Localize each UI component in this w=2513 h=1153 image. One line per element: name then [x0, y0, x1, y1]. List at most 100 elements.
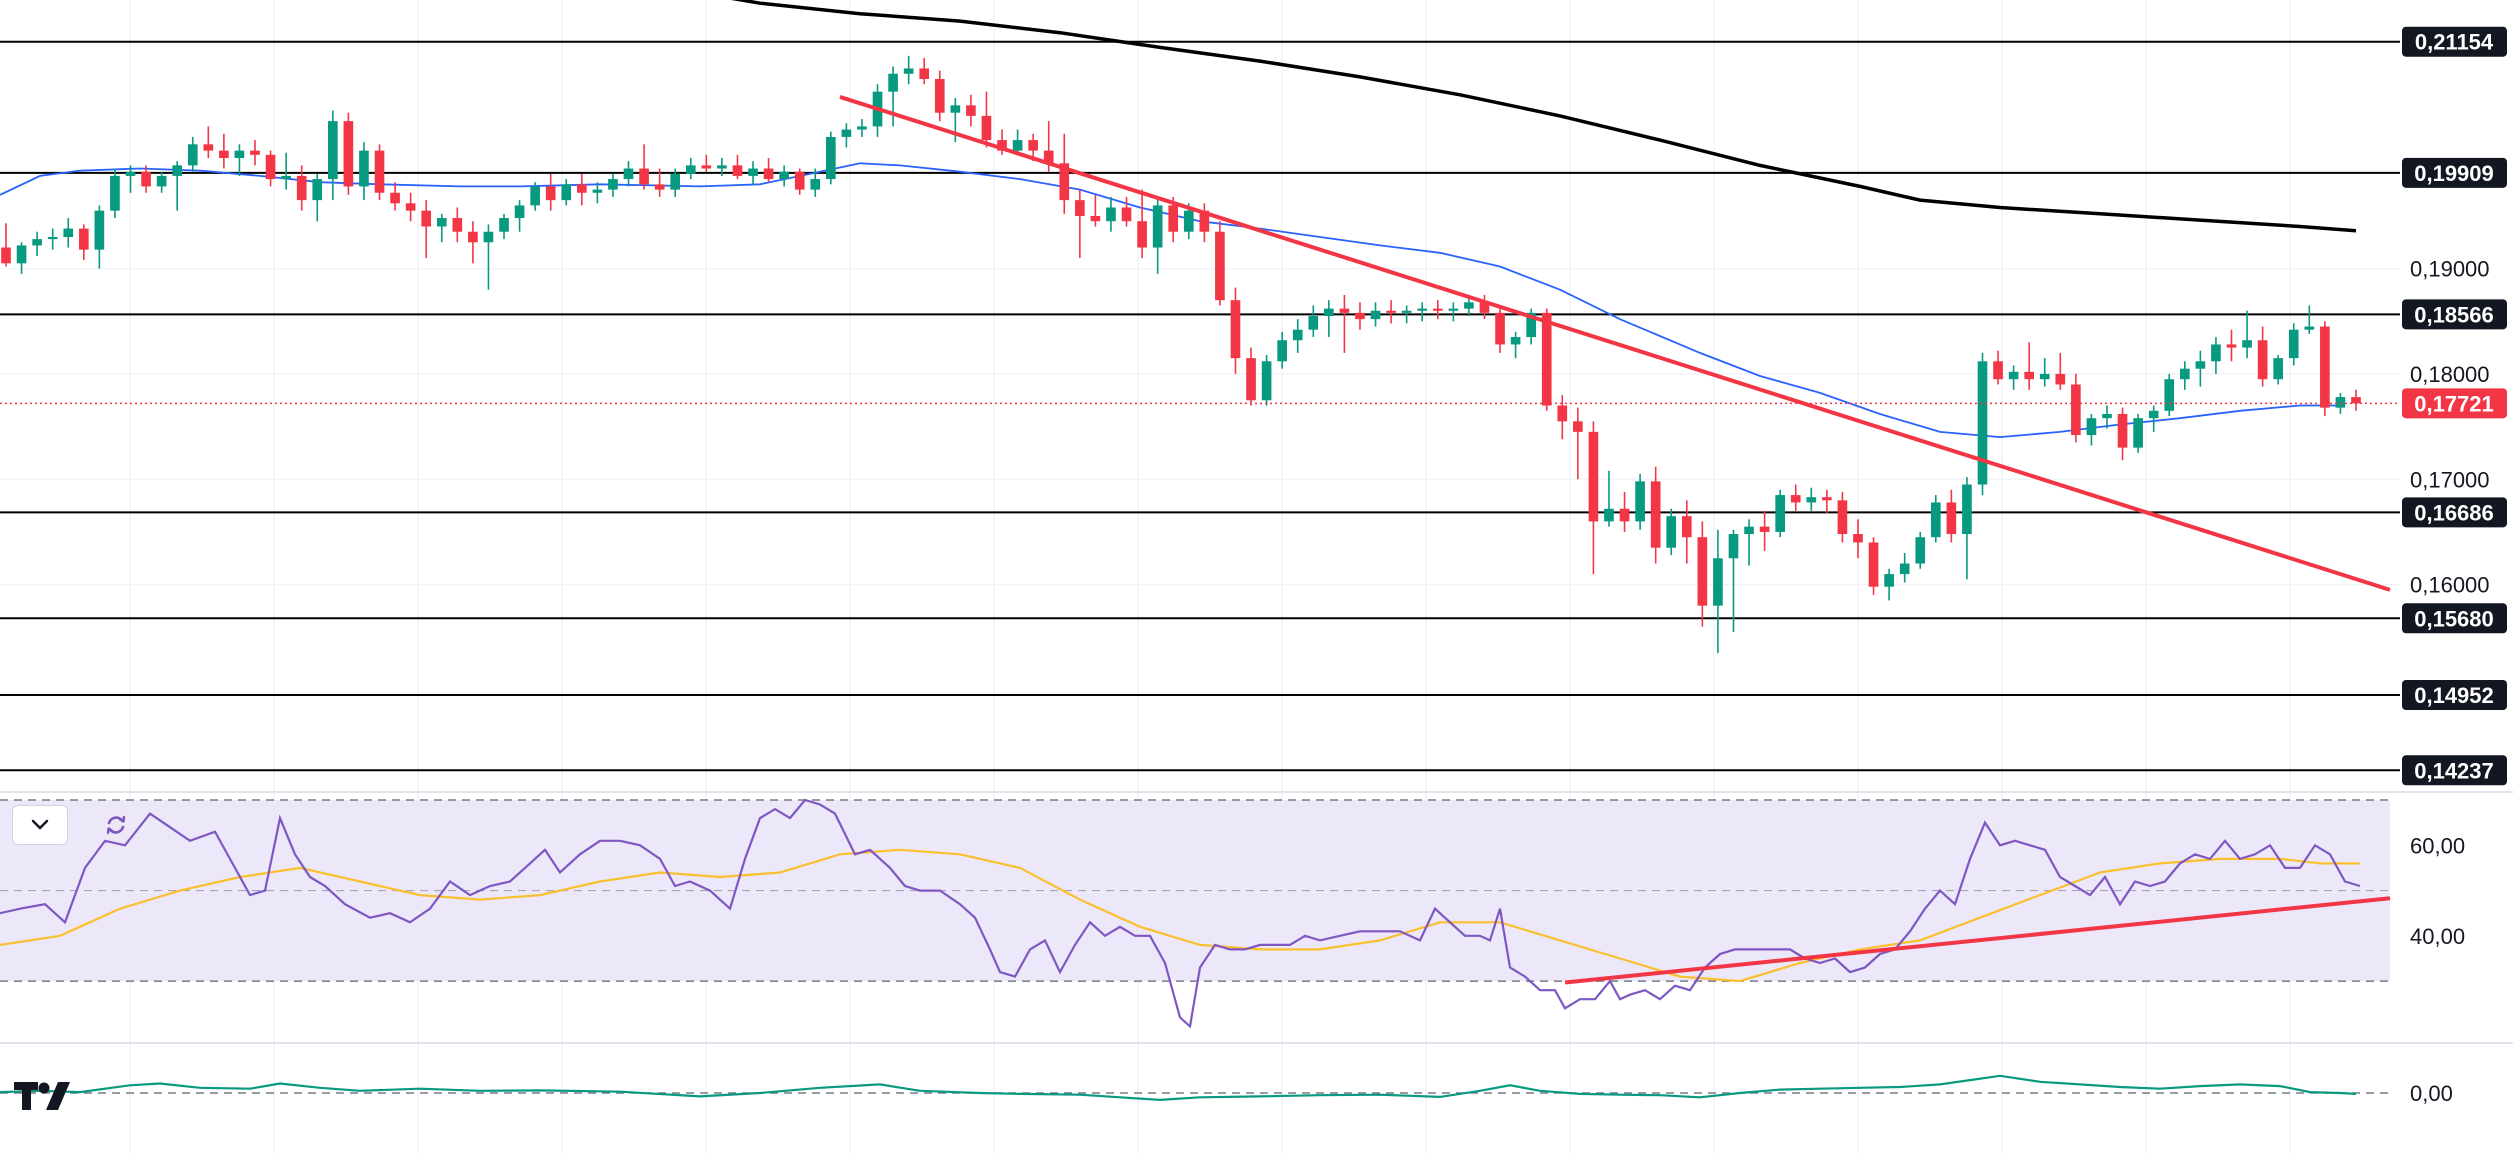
candle-body — [1666, 516, 1677, 548]
candle-body — [2117, 413, 2128, 448]
candle-body — [701, 165, 712, 169]
candle-body — [2055, 373, 2066, 385]
candle-body — [312, 179, 323, 201]
candle-body — [1370, 310, 1381, 320]
candle-body — [1230, 300, 1241, 359]
candle-body — [1339, 308, 1350, 313]
candle-body — [670, 173, 681, 190]
candle-body — [172, 165, 183, 176]
candle-body — [2226, 344, 2237, 348]
candle-body — [1075, 200, 1085, 216]
candle-body — [841, 129, 852, 137]
candle-body — [1121, 207, 1132, 222]
oscillator-tick-label: 0,00 — [2410, 1081, 2453, 1106]
candle-body — [2008, 371, 2019, 380]
current-price-label: 0,17721 — [2414, 391, 2494, 416]
candle-body — [1619, 508, 1630, 522]
collapse-button[interactable] — [12, 805, 68, 845]
candle-body — [2304, 326, 2315, 330]
rsi-tick-label: 40,00 — [2410, 924, 2465, 949]
candle-body — [468, 231, 478, 243]
candle-body — [436, 218, 447, 227]
candle-body — [1744, 526, 1754, 535]
rsi-pane[interactable]: 60,00 40,00 — [0, 798, 2465, 1029]
rsi-trendline — [1564, 896, 2391, 985]
candle-body — [997, 140, 1007, 151]
candle-body — [2211, 344, 2221, 362]
level-price-tags: 0,21154 0,19909 0,18566 0,16686 0,15680 … — [2402, 26, 2507, 786]
level-tag-box — [2402, 755, 2507, 786]
candle-body — [717, 165, 727, 169]
candle-body — [47, 237, 58, 240]
candle-body — [1168, 205, 1179, 232]
candle-body — [390, 192, 400, 204]
candle-body — [250, 150, 260, 155]
candle-body — [654, 184, 665, 190]
candle-body — [2133, 418, 2143, 448]
candle-body — [1790, 495, 1801, 503]
candle-body — [141, 171, 151, 187]
candle-body — [810, 179, 821, 190]
level-tag-box — [2402, 299, 2507, 330]
candle-body — [219, 150, 229, 158]
refresh-button[interactable] — [100, 809, 132, 841]
candle-body — [359, 150, 369, 187]
candle-body — [1541, 312, 1552, 406]
candle-body — [2039, 373, 2050, 380]
ma-fast-layer — [0, 162, 2340, 439]
level-tag-label: 0,21154 — [2415, 30, 2494, 55]
candle-body — [2086, 418, 2097, 436]
candle-body — [826, 136, 836, 180]
candle-body — [1588, 431, 1599, 522]
candle-body — [1, 247, 11, 264]
candle-body — [2179, 368, 2190, 380]
oscillator-pane[interactable]: 0,00 — [0, 1074, 2453, 1106]
horizontal-levels — [0, 40, 2400, 772]
candle-body — [514, 205, 525, 219]
candle-body — [110, 175, 120, 211]
level-tag-label: 0,18566 — [2414, 302, 2494, 327]
candle-body — [2071, 384, 2081, 436]
price-trendline-layer — [839, 95, 2391, 592]
candle-body — [1106, 207, 1116, 222]
candle-body — [794, 171, 805, 190]
candle-body — [2242, 340, 2252, 348]
price-tick-label: 0,19000 — [2410, 257, 2490, 282]
candle-body — [1962, 484, 1972, 535]
candle-body — [1915, 537, 1926, 564]
candle-body — [156, 175, 167, 187]
candle-body — [623, 168, 634, 180]
candle-body — [1681, 516, 1692, 538]
candle-body — [1401, 310, 1412, 313]
candle-body — [1152, 205, 1163, 248]
candle-body — [1822, 497, 1832, 501]
candle-body — [374, 150, 385, 193]
candle-body — [1946, 502, 1957, 535]
candle-body — [1930, 502, 1941, 538]
price-pane[interactable] — [0, 0, 2400, 772]
candle-body — [2148, 410, 2159, 419]
candle-body — [1277, 340, 1287, 362]
tradingview-logo — [14, 1082, 70, 1110]
candle-body — [265, 154, 276, 180]
level-tag-label: 0,16686 — [2414, 500, 2494, 525]
candle-body — [950, 105, 961, 113]
ma-slow-line — [730, 0, 2357, 233]
candle-body — [32, 239, 42, 246]
refresh-icon — [101, 810, 131, 840]
candle-body — [2335, 397, 2346, 408]
candle-body — [1557, 405, 1568, 422]
candle-body — [1432, 308, 1443, 311]
oscillator-line — [0, 1074, 2357, 1102]
candle-body — [1355, 312, 1365, 320]
price-tick-label: 0,18000 — [2410, 362, 2490, 387]
candle-body — [234, 150, 245, 158]
candle-body — [748, 168, 758, 176]
candle-body — [187, 144, 198, 166]
price-tick-label: 0,16000 — [2410, 573, 2490, 598]
candle-body — [545, 186, 556, 201]
candle-body — [1713, 558, 1723, 606]
candle-body — [1215, 231, 1225, 301]
candle-body — [421, 210, 432, 227]
